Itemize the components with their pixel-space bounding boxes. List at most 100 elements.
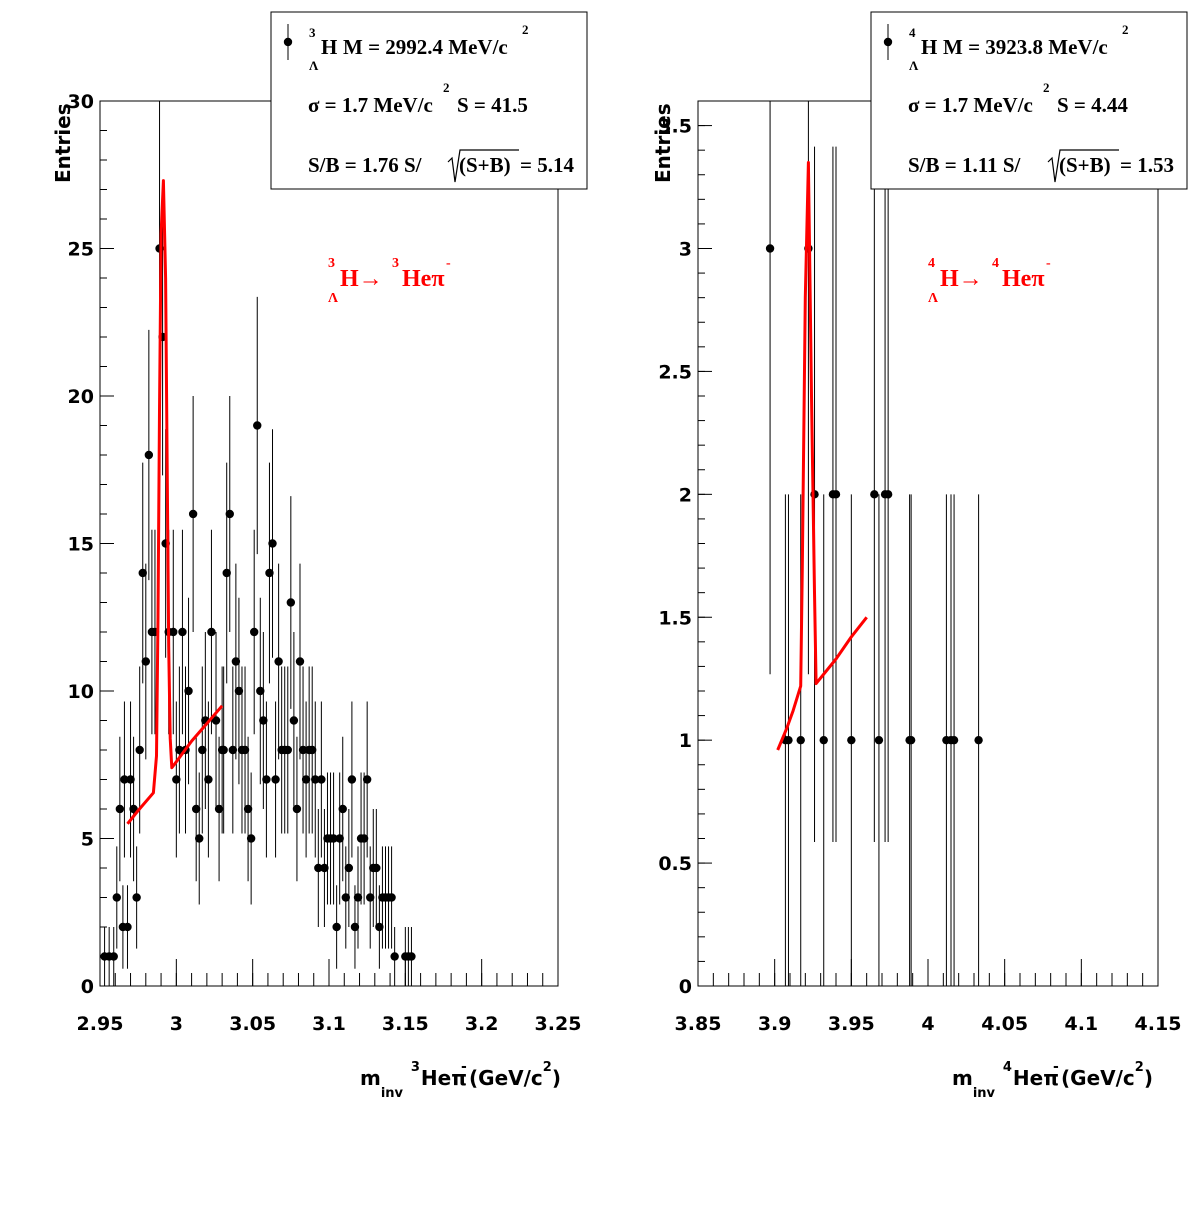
- x-title-sup: 3: [411, 1060, 420, 1075]
- data-point: [353, 893, 363, 902]
- legend-mass: M = 2992.4 MeV/c: [343, 35, 508, 59]
- annot-sup1: 4: [928, 256, 935, 271]
- x-tick-label: 3.9: [758, 1013, 792, 1035]
- data-point: [338, 804, 347, 814]
- data-point: [225, 509, 234, 519]
- data-point: [335, 834, 344, 843]
- legend-signal: S = 41.5: [457, 93, 528, 117]
- data-point: [178, 627, 187, 637]
- legend-frame: [270, 11, 588, 190]
- legend-sb: S/B = 1.76 S/: [308, 153, 423, 177]
- data-point: [906, 735, 916, 745]
- x-tick-label: 4.05: [981, 1013, 1028, 1035]
- legend-sub: Λ: [309, 58, 319, 73]
- legend-mass-sup: 2: [522, 22, 529, 37]
- annot-parent: H→: [940, 266, 983, 292]
- annot-daughters: Heπ: [1002, 266, 1044, 292]
- annot-sup2: 4: [992, 256, 999, 271]
- data-point: [341, 893, 350, 902]
- x-title-unit-close: ): [552, 1066, 561, 1090]
- y-tick-label: 2: [679, 484, 692, 506]
- legend-sup: 3: [309, 25, 316, 40]
- data-point: [949, 735, 959, 745]
- data-point: [198, 745, 207, 755]
- data-point: [175, 745, 184, 755]
- data-point: [207, 627, 216, 637]
- x-title-unit-close: ): [1144, 1066, 1153, 1090]
- data-point: [249, 627, 259, 637]
- y-tick-label: 20: [68, 386, 94, 408]
- x-title-sub: inv: [381, 1086, 404, 1101]
- legend-sigma: σ = 1.7 MeV/c: [908, 93, 1033, 117]
- legend-significance: = 5.14: [520, 153, 574, 177]
- legend-sqrt-arg: (S+B): [459, 153, 511, 177]
- data-point: [831, 490, 841, 499]
- data-point: [246, 834, 256, 843]
- data-point: [796, 735, 805, 745]
- legend-significance: = 1.53: [1120, 153, 1174, 177]
- x-tick-label: 3.05: [229, 1013, 276, 1035]
- data-point: [344, 863, 354, 873]
- data-point: [362, 775, 372, 784]
- data-point: [317, 775, 326, 784]
- legend-sqrt-arg: (S+B): [1059, 153, 1111, 177]
- data-point: [283, 745, 292, 755]
- data-point: [974, 735, 983, 745]
- y-tick-label: 30: [68, 91, 94, 113]
- legend-marker: [283, 37, 293, 47]
- y-tick-label: 25: [68, 239, 94, 261]
- x-title-unit: (GeV/c: [469, 1066, 543, 1090]
- x-title-unit: (GeV/c: [1061, 1066, 1135, 1090]
- y-tick-label: 0.5: [658, 853, 692, 875]
- data-point: [292, 804, 302, 814]
- x-title-m: m: [952, 1066, 973, 1090]
- data-point: [138, 568, 147, 578]
- data-point: [253, 421, 262, 430]
- legend-sub: Λ: [909, 58, 919, 73]
- data-point: [144, 450, 154, 460]
- x-title-m: m: [360, 1066, 381, 1090]
- data-point: [268, 539, 277, 548]
- x-tick-label: 3.2: [465, 1013, 499, 1035]
- data-point: [390, 952, 399, 961]
- sqrt-sign: [1047, 149, 1119, 183]
- data-point: [308, 745, 317, 755]
- fit-curve: [126, 179, 224, 825]
- legend-frame: [870, 11, 1188, 190]
- fit-curve: [776, 161, 868, 751]
- data-point: [243, 804, 253, 814]
- data-point: [332, 922, 341, 932]
- data-point: [115, 804, 125, 814]
- data-point: [847, 735, 856, 745]
- data-point: [256, 686, 265, 696]
- legend-mass: M = 3923.8 MeV/c: [943, 35, 1108, 59]
- y-axis-title: Entries: [651, 103, 675, 183]
- data-point: [204, 775, 213, 784]
- data-point: [350, 922, 360, 932]
- data-point: [298, 745, 308, 755]
- data-point: [259, 716, 268, 725]
- x-title-nucleus: He: [421, 1066, 451, 1090]
- legend-sigma-sup: 2: [1043, 80, 1050, 95]
- annot-charge: -: [1046, 256, 1051, 271]
- annot-sup1: 3: [328, 256, 335, 271]
- x-tick-label: 3.15: [382, 1013, 429, 1035]
- data-point: [141, 657, 150, 666]
- data-point: [329, 834, 338, 843]
- data-point: [184, 686, 193, 696]
- y-tick-label: 0: [81, 976, 94, 998]
- annot-sub: Λ: [928, 291, 938, 306]
- data-point: [375, 922, 384, 932]
- x-title-pion: π: [451, 1066, 467, 1090]
- data-point: [286, 598, 296, 607]
- y-tick-label: 2.5: [658, 361, 692, 383]
- data-point: [109, 952, 118, 961]
- data-point: [234, 686, 244, 696]
- data-point: [347, 775, 357, 784]
- x-title-sub: inv: [973, 1086, 996, 1101]
- data-point: [819, 735, 828, 745]
